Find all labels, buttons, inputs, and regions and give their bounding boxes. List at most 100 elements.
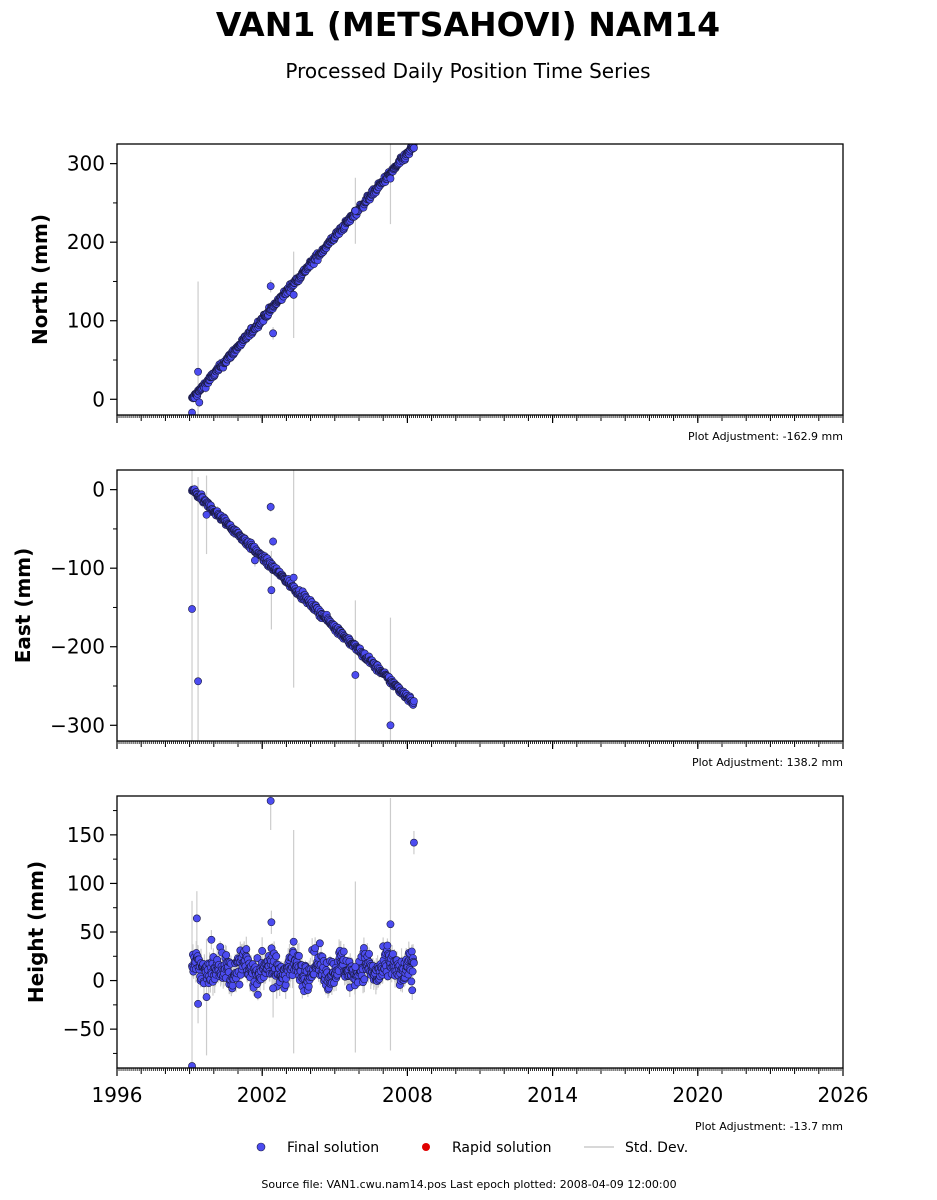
axes-frame (116, 143, 844, 416)
legend-final-marker (256, 1142, 266, 1152)
data-point (360, 975, 369, 984)
data-point (351, 963, 360, 971)
legend-rapid-label: Rapid solution (452, 1140, 552, 1156)
data-point (410, 838, 418, 847)
data-point (289, 290, 298, 299)
data-point (351, 671, 360, 679)
data-point (304, 982, 313, 991)
data-point (267, 918, 276, 927)
data-point (295, 952, 303, 960)
data-point (269, 984, 277, 993)
data-point (253, 954, 262, 962)
data-point (365, 949, 373, 958)
y-tick-label: 100 (67, 871, 105, 895)
data-point (289, 937, 298, 946)
plot-area (188, 144, 418, 415)
x-tick-label: 1996 (92, 1083, 143, 1107)
data-point (242, 945, 251, 953)
plot-adjustment: Plot Adjustment: 138.2 mm (692, 756, 843, 769)
data-point (351, 206, 360, 215)
data-point (407, 947, 416, 956)
plot-area (188, 470, 418, 741)
chart-title: VAN1 (METSAHOVI) NAM14 (216, 5, 720, 44)
data-point (386, 721, 395, 730)
data-point (258, 947, 267, 955)
plot-adjustment: Plot Adjustment: -13.7 mm (695, 1120, 843, 1133)
data-point (407, 977, 416, 986)
final-solution-points (188, 796, 418, 1068)
data-point (253, 990, 262, 999)
data-point (410, 697, 418, 706)
data-point (408, 986, 417, 995)
legend-final-label: Final solution (287, 1140, 379, 1156)
height-panel: −50 0 50 100 150 1996 2002 2008 2014 2020 2026 Heig… (24, 795, 869, 1133)
chart-subtitle: Processed Daily Position Time Series (285, 59, 650, 83)
data-point (194, 367, 202, 376)
data-point (386, 174, 395, 183)
data-point (195, 398, 204, 407)
data-point (410, 958, 418, 967)
data-point (251, 556, 259, 565)
x-tick-label: 2014 (527, 1083, 578, 1107)
y-tick-label: 0 (92, 387, 105, 411)
data-point (228, 981, 237, 990)
legend-stddev-label: Std. Dev. (625, 1140, 688, 1156)
data-point (410, 144, 418, 152)
y-tick-label: 0 (92, 969, 105, 993)
data-point (188, 605, 196, 613)
data-point (266, 282, 275, 291)
data-point (311, 944, 320, 953)
y-tick-label: 200 (67, 230, 105, 254)
axes-frame (116, 795, 844, 1069)
data-point (222, 951, 231, 959)
y-axis-label: East (mm) (11, 548, 35, 664)
data-point (194, 677, 202, 686)
data-point (207, 935, 216, 944)
legend: Final solution Rapid solution Std. Dev. (256, 1140, 688, 1156)
data-point (272, 952, 281, 961)
y-tick-label: 150 (67, 823, 105, 847)
y-tick-label: 0 (92, 478, 105, 502)
plot-area (188, 796, 418, 1068)
y-tick-label: 100 (67, 309, 105, 333)
y-axis-label: North (mm) (28, 214, 52, 345)
source-text: Source file: VAN1.cwu.nam14.pos Last epo… (261, 1178, 676, 1191)
data-point (267, 586, 276, 595)
data-point (269, 537, 277, 546)
data-point (202, 510, 211, 519)
data-point (202, 993, 211, 1001)
data-point (192, 914, 201, 923)
y-tick-label: −50 (63, 1017, 105, 1041)
x-tick-label: 2008 (382, 1083, 433, 1107)
x-tick-label: 2026 (818, 1083, 869, 1107)
data-point (383, 941, 392, 950)
data-point (188, 408, 196, 415)
x-tick-label: 2020 (672, 1083, 723, 1107)
data-point (235, 980, 244, 989)
data-point (266, 796, 275, 805)
y-tick-label: 300 (67, 152, 105, 176)
final-solution-points (188, 485, 418, 730)
data-point (194, 999, 202, 1008)
data-point (266, 503, 275, 511)
y-tick-label: −100 (50, 556, 105, 580)
data-point (188, 1062, 196, 1068)
plot-adjustment: Plot Adjustment: -162.9 mm (688, 430, 843, 443)
axes-frame (116, 469, 844, 742)
y-axis-label: Height (mm) (24, 861, 48, 1003)
final-solution-points (188, 144, 418, 415)
north-panel: 0 100 200 300 North (mm) Plot Adjustment: -16… (28, 143, 844, 443)
east-panel: −300 −200 −100 0 East (mm) Plot Adjustment: 1… (11, 469, 844, 769)
legend-rapid-marker (422, 1143, 430, 1151)
y-tick-label: −300 (50, 713, 105, 737)
data-point (386, 920, 395, 929)
data-point (339, 947, 348, 956)
data-point (289, 573, 298, 582)
y-tick-label: 50 (80, 920, 105, 944)
x-tick-label: 2002 (237, 1083, 288, 1107)
data-point (269, 329, 277, 338)
data-point (315, 939, 324, 948)
data-point (408, 967, 417, 976)
y-tick-label: −200 (50, 635, 105, 659)
